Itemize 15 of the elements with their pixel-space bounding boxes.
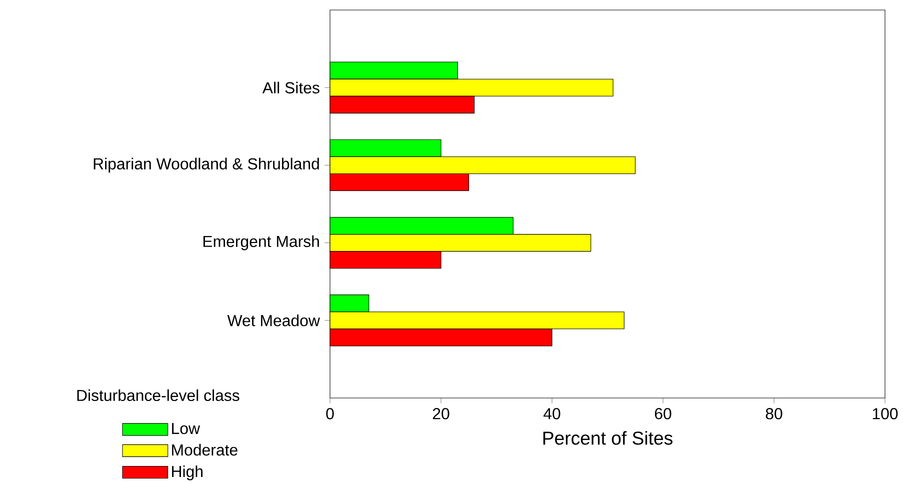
x-axis-title: Percent of Sites bbox=[543, 430, 672, 445]
legend-label: Low bbox=[172, 422, 200, 434]
x-tick-label: 60 bbox=[654, 408, 672, 420]
x-tick-label: 20 bbox=[432, 408, 450, 420]
legend-label: Moderate bbox=[172, 444, 238, 456]
y-tick-label: All Sites bbox=[262, 82, 320, 94]
legend-title: Disturbance-level class bbox=[77, 389, 240, 401]
x-tick-label: 80 bbox=[766, 408, 782, 420]
x-tick-label: 40 bbox=[544, 408, 560, 420]
y-tick-label: Wet Meadow bbox=[227, 314, 320, 326]
legend-label: High bbox=[172, 465, 203, 480]
y-tick-label: Riparian Woodland & Shrubland bbox=[94, 158, 319, 172]
x-tick-label: 100 bbox=[872, 408, 898, 420]
y-tick-label: Emergent Marsh bbox=[203, 235, 319, 250]
x-tick-label: 0 bbox=[326, 408, 334, 420]
